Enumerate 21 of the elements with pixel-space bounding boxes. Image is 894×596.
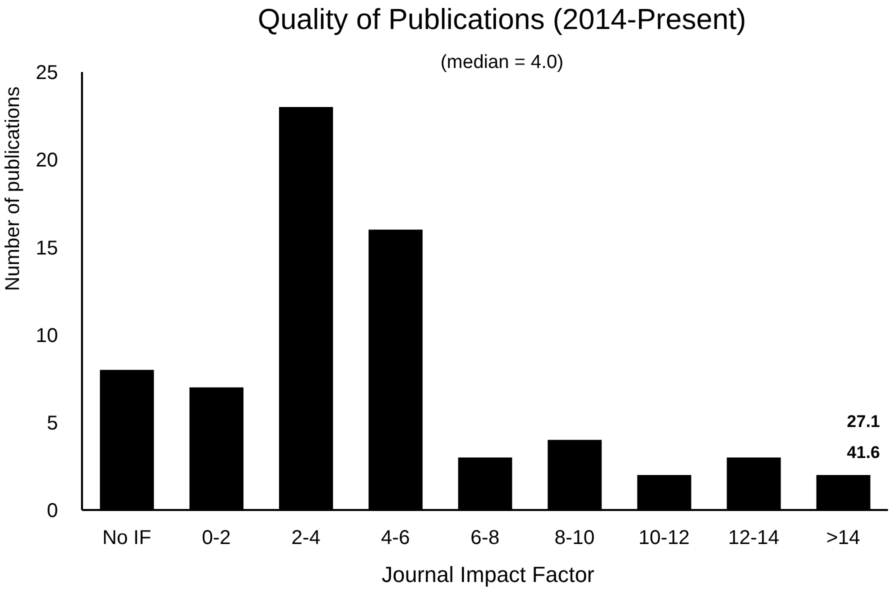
x-tick-label: 10-12 <box>638 527 690 550</box>
y-tick-label: 10 <box>36 324 58 347</box>
x-tick-label: 8-10 <box>554 527 595 550</box>
y-tick-label: 15 <box>36 237 58 260</box>
y-tick-label: 25 <box>36 62 58 84</box>
annotation: 27.1 <box>846 412 880 432</box>
y-tick-label: 0 <box>46 500 58 522</box>
x-tick-label: 12-14 <box>728 527 780 550</box>
x-tick-label: 2-4 <box>291 527 320 550</box>
x-tick-label: >14 <box>826 527 860 550</box>
y-tick-label: 20 <box>36 150 58 172</box>
x-tick-label: 4-6 <box>380 527 410 550</box>
annotation: 41.6 <box>846 443 880 463</box>
y-tick-label: 5 <box>46 412 58 434</box>
x-tick-label: No IF <box>102 527 152 550</box>
x-tick-label: 6-8 <box>470 527 500 550</box>
x-axis-title: Journal Impact Factor <box>380 562 596 588</box>
y-axis-title: Number of publications <box>2 86 24 291</box>
chart-subtitle: (median = 4.0) <box>440 52 564 73</box>
x-tick-label: 0-2 <box>202 527 231 550</box>
chart-title: Quality of Publications (2014-Present) <box>256 4 748 37</box>
